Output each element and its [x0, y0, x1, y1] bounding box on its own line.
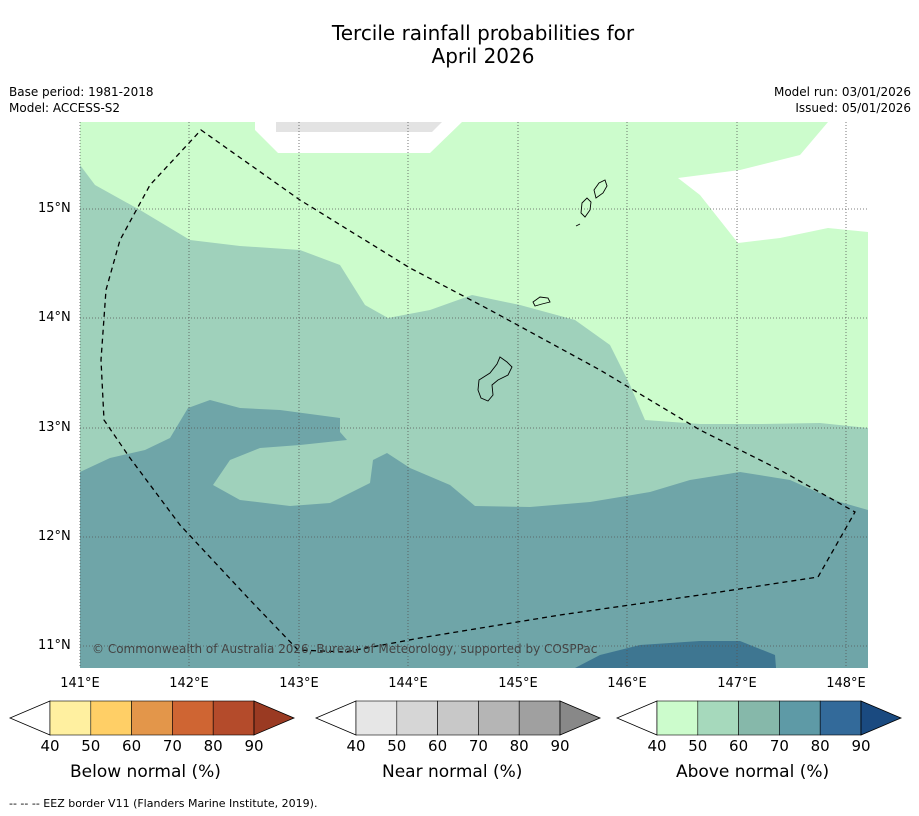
colorbar-below-tick: 90 — [244, 737, 264, 755]
colorbar-near-tick: 80 — [509, 737, 529, 755]
colorbar-below-tick: 70 — [162, 737, 182, 755]
lon-label-147: 147°E — [717, 676, 757, 691]
colorbar-above-segment — [738, 700, 780, 736]
colorbar-above-tick: 60 — [729, 737, 749, 755]
colorbar-below-segment — [90, 700, 132, 736]
title-line-1: Tercile rainfall probabilities for — [331, 21, 635, 45]
lon-label-144: 144°E — [388, 676, 428, 691]
colorbar-above-title: Above normal (%) — [676, 762, 830, 782]
colorbar-above-low-arrow — [615, 700, 658, 736]
lon-label-145: 145°E — [498, 676, 538, 691]
copyright-notice: © Commonwealth of Australia 2026, Bureau… — [92, 642, 598, 656]
field-above-60 — [80, 400, 868, 668]
colorbar-above-segment — [779, 700, 821, 736]
island-rota — [532, 296, 551, 307]
island-aguijan — [575, 223, 581, 227]
meta-right: Model run: 03/01/2026 Issued: 05/01/2026 — [774, 84, 911, 116]
colorbar-near-segment — [437, 700, 479, 736]
colorbar-below-segment — [49, 700, 92, 736]
colorbar-near-tick: 70 — [468, 737, 488, 755]
colorbar-near-title: Near normal (%) — [382, 762, 523, 782]
colorbar-near-segment — [396, 700, 438, 736]
lat-label-13: 13°N — [38, 420, 71, 435]
island-tinian — [580, 197, 592, 218]
colorbar-above-tick: 80 — [810, 737, 830, 755]
coastlines — [477, 179, 608, 402]
colorbar-above-tick: 40 — [647, 737, 667, 755]
colorbar-near-segment — [355, 700, 398, 736]
lat-label-15: 15°N — [38, 201, 71, 216]
base-period: Base period: 1981-2018 — [9, 85, 154, 99]
meta-left: Base period: 1981-2018 Model: ACCESS-S2 — [9, 84, 154, 116]
colorbar-near — [314, 700, 602, 736]
colorbar-below-tick: 40 — [40, 737, 60, 755]
colorbar-near-tick: 40 — [346, 737, 366, 755]
lat-label-14: 14°N — [38, 310, 71, 325]
model-name: Model: ACCESS-S2 — [9, 101, 121, 115]
colorbar-below-title: Below normal (%) — [70, 762, 221, 782]
colorbar-below-segment — [131, 700, 173, 736]
colorbar-above-segment — [697, 700, 739, 736]
colorbar-below-segment — [212, 700, 255, 736]
title-line-2: April 2026 — [431, 44, 535, 68]
lon-label-141: 141°E — [60, 676, 100, 691]
colorbar-above-segment — [656, 700, 699, 736]
colorbar-above — [615, 700, 903, 736]
colorbar-below-tick: 60 — [122, 737, 142, 755]
colorbar-below-high-arrow — [253, 700, 296, 736]
colorbar-near-tick: 90 — [550, 737, 570, 755]
colorbar-above-tick: 90 — [851, 737, 871, 755]
graticule — [79, 122, 868, 668]
island-guam — [477, 356, 513, 402]
colorbar-below-segment — [172, 700, 214, 736]
colorbar-above-high-arrow — [860, 700, 903, 736]
island-saipan — [593, 179, 608, 199]
eez-footnote: -- -- -- EEZ border V11 (Flanders Marine… — [9, 797, 318, 810]
field-near-40 — [276, 122, 442, 132]
lon-label-143: 143°E — [279, 676, 319, 691]
colorbar-above-tick: 70 — [769, 737, 789, 755]
colorbar-near-low-arrow — [314, 700, 357, 736]
issued-date: Issued: 05/01/2026 — [795, 101, 911, 115]
colorbar-near-tick: 50 — [387, 737, 407, 755]
map-title: Tercile rainfall probabilities for April… — [0, 22, 919, 68]
colorbar-above-segment — [819, 700, 862, 736]
colorbar-below-tick: 50 — [81, 737, 101, 755]
field-above-70 — [575, 641, 776, 668]
colorbar-near-segment — [478, 700, 520, 736]
model-run: Model run: 03/01/2026 — [773, 85, 911, 99]
lon-label-142: 142°E — [169, 676, 209, 691]
colorbar-near-segment — [518, 700, 561, 736]
colorbar-below-low-arrow — [8, 700, 51, 736]
colorbar-below-tick: 80 — [203, 737, 223, 755]
colorbar-below — [8, 700, 296, 736]
lat-label-11: 11°N — [38, 638, 71, 653]
lon-label-146: 146°E — [607, 676, 647, 691]
lon-label-148: 148°E — [826, 676, 866, 691]
colorbar-near-tick: 60 — [428, 737, 448, 755]
colorbar-near-high-arrow — [559, 700, 602, 736]
eez-border — [100, 129, 856, 653]
probability-field — [80, 122, 868, 668]
colorbar-above-tick: 50 — [688, 737, 708, 755]
lat-label-12: 12°N — [38, 529, 71, 544]
